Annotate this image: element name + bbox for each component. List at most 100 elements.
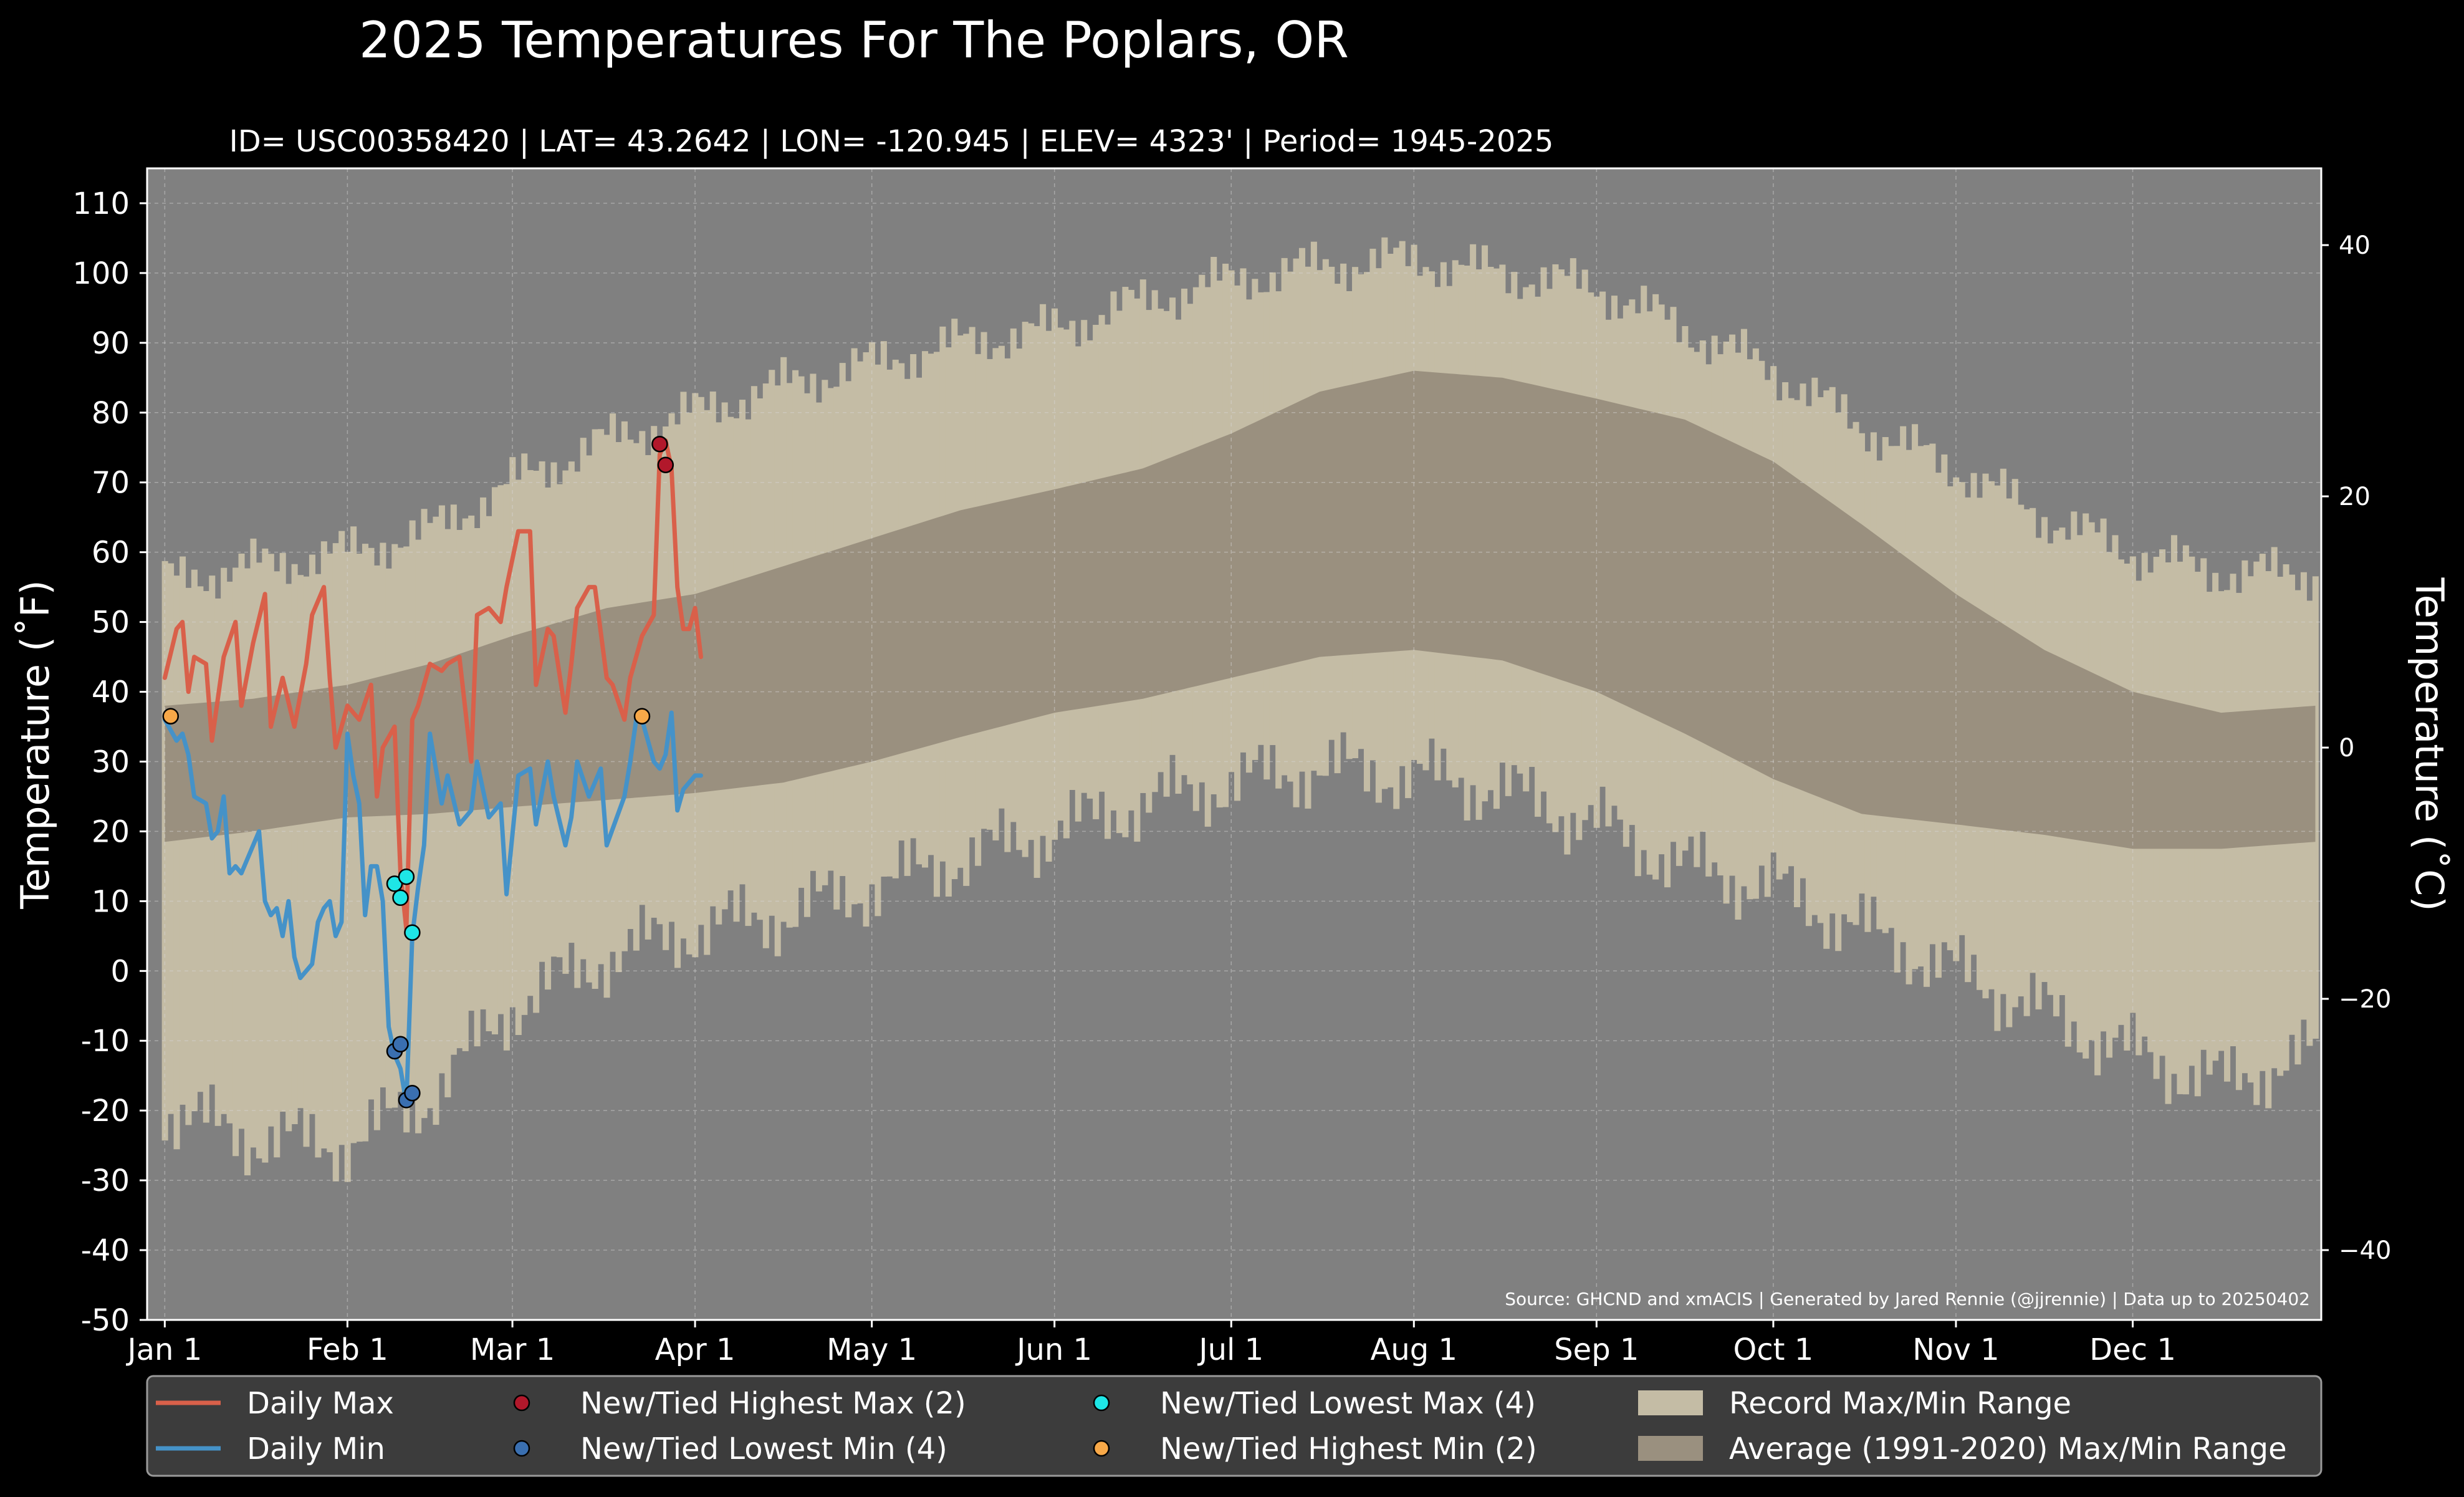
- record-range-bar: [262, 548, 269, 1163]
- x-axis: Jan 1 Feb 1 Mar 1 Apr 1 May 1 Jun 1 Jul 1 Aug 1…: [125, 1320, 2176, 1367]
- y2-tick-label: 40: [2339, 231, 2371, 260]
- record-range-bar: [203, 590, 209, 1123]
- record-range-bar: [297, 575, 304, 1109]
- record-range-bar: [320, 541, 327, 1148]
- y-axis-left: -50 -40 -30 -20 -10 0 10 20 30 40 50 60 70 80 90 100 110: [72, 186, 147, 1338]
- record-range-bar: [391, 544, 398, 1108]
- highest-max-marker: [657, 456, 674, 473]
- lowest-min-marker: [392, 1036, 409, 1053]
- y-tick-label: 80: [92, 396, 130, 431]
- legend-swatch-marker: [1093, 1440, 1110, 1457]
- y-axis-right: −40 −20 0 20 40: [2321, 231, 2391, 1265]
- y-tick-label: 70: [92, 466, 130, 501]
- x-tick-label: Mar 1: [470, 1332, 555, 1367]
- record-range-bar: [332, 543, 339, 1182]
- record-range-bar: [403, 546, 410, 1133]
- legend-label: Average (1991-2020) Max/Min Range: [1729, 1432, 2287, 1466]
- record-range-bar: [161, 561, 168, 1141]
- legend: Daily Max New/Tied Highest Max (2) New/Tie…: [146, 1375, 2323, 1477]
- y-tick-label: -50: [81, 1303, 130, 1338]
- record-range-bar: [433, 516, 439, 1125]
- gridlines: [147, 168, 2321, 1321]
- highest-max-marker: [651, 435, 668, 453]
- y-tick-label: 20: [92, 814, 130, 849]
- record-range-bar: [362, 544, 369, 1142]
- legend-swatch-marker: [1093, 1394, 1110, 1412]
- record-range-bar: [191, 569, 198, 1112]
- y2-tick-label: −20: [2339, 985, 2391, 1014]
- record-range-bar: [267, 554, 274, 1127]
- x-tick-label: Sep 1: [1554, 1332, 1639, 1367]
- record-range-bar: [274, 571, 280, 1158]
- legend-label: New/Tied Highest Max (2): [580, 1386, 966, 1421]
- legend-label: Daily Min: [247, 1432, 385, 1466]
- y-tick-label: -20: [81, 1094, 130, 1129]
- x-tick-label: Nov 1: [1912, 1332, 1999, 1367]
- record-range-bar: [338, 531, 345, 1145]
- y2-tick-label: 20: [2339, 483, 2371, 511]
- x-tick-label: Dec 1: [2089, 1332, 2176, 1367]
- record-range-bar: [2312, 576, 2319, 1039]
- record-range-bar: [291, 564, 298, 1124]
- daily-min-line: [162, 710, 703, 1106]
- y-tick-label: 40: [92, 675, 130, 710]
- record-range-bar: [285, 584, 292, 1132]
- highest-min-marker: [633, 708, 651, 724]
- normal-range-area: [165, 370, 2316, 849]
- record-range-bar: [427, 522, 434, 1109]
- record-range-bar: [256, 562, 262, 1158]
- record-range-bar: [344, 552, 351, 1182]
- y-tick-label: 110: [72, 186, 130, 221]
- record-range-bar: [444, 529, 451, 1097]
- x-tick-label: Feb 1: [307, 1332, 388, 1367]
- y-tick-label: 100: [72, 256, 130, 291]
- daily-lines: [162, 438, 703, 1106]
- record-range-bar: [185, 587, 192, 1125]
- legend-label: New/Tied Lowest Max (4): [1160, 1386, 1536, 1421]
- x-tick-label: Jun 1: [1015, 1332, 1092, 1367]
- legend-box: [146, 1375, 2323, 1477]
- record-range-bar: [303, 576, 310, 1147]
- y2-tick-label: 0: [2339, 734, 2354, 763]
- lowest-max-marker: [404, 924, 421, 941]
- daily-max-line: [162, 438, 703, 931]
- record-range-bar: [327, 553, 333, 1153]
- y-tick-label: -40: [81, 1233, 130, 1268]
- lowest-min-marker: [404, 1084, 421, 1102]
- legend-swatch-patch: [1638, 1436, 1703, 1461]
- record-range-bar: [415, 539, 422, 1134]
- lowest-max-marker: [392, 889, 409, 907]
- y2-tick-label: −40: [2339, 1236, 2391, 1265]
- y-axis-label-celsius: Temperature (˚C): [2407, 577, 2452, 911]
- y-tick-label: -30: [81, 1163, 130, 1198]
- legend-swatch-marker: [513, 1440, 530, 1457]
- x-tick-label: Oct 1: [1733, 1332, 1814, 1367]
- record-range-bar: [214, 598, 221, 1126]
- legend-swatch-marker: [513, 1394, 530, 1412]
- record-range-bar: [232, 567, 239, 1157]
- y-tick-label: 30: [92, 744, 130, 779]
- record-range-bar: [221, 567, 228, 1114]
- y-tick-label: -10: [81, 1024, 130, 1059]
- y-tick-label: 10: [92, 884, 130, 919]
- record-range-bar: [368, 547, 375, 1100]
- record-range-bar: [197, 586, 204, 1092]
- record-range-bar: [309, 554, 315, 1114]
- record-range-bar: [385, 568, 392, 1109]
- source-note: Source: GHCND and xmACIS | Generated by …: [1505, 1289, 2310, 1309]
- y-tick-label: 50: [92, 605, 130, 640]
- record-range-bar: [350, 526, 357, 1143]
- record-range-bar: [173, 575, 180, 1150]
- x-tick-label: Aug 1: [1371, 1332, 1458, 1367]
- y-tick-label: 0: [110, 954, 130, 989]
- legend-label: New/Tied Highest Min (2): [1160, 1432, 1537, 1466]
- chart-subtitle: ID= USC00358420 | LAT= 43.2642 | LON= -1…: [229, 124, 1554, 159]
- legend-label: Record Max/Min Range: [1729, 1386, 2071, 1421]
- record-range-bar: [244, 568, 251, 1176]
- record-range-bar: [397, 547, 404, 1092]
- x-tick-label: May 1: [827, 1332, 917, 1367]
- record-range-bar: [279, 552, 286, 1112]
- normal-range-band: [165, 370, 2316, 849]
- record-range-bar: [238, 553, 245, 1129]
